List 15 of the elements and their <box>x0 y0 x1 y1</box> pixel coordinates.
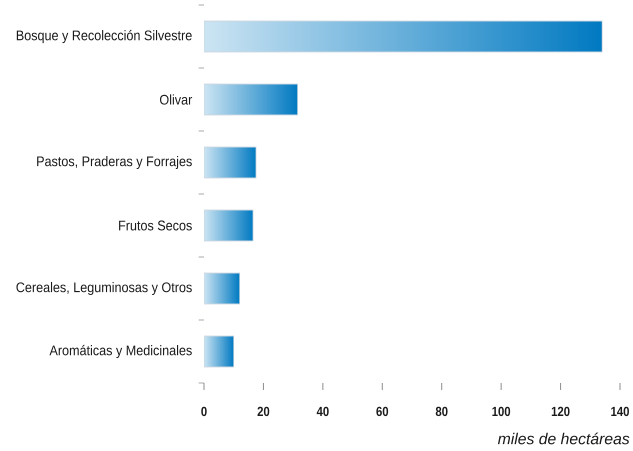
x-tick-label: 80 <box>436 406 448 416</box>
x-tick-label: 140 <box>611 406 629 416</box>
y-tick-label: Cereales, Leguminosas y Otros <box>16 282 192 296</box>
y-tick-label: Bosque y Recolección Silvestre <box>16 30 192 44</box>
x-tick-label: 60 <box>376 406 388 416</box>
x-tick-label: 20 <box>258 406 270 416</box>
x-tick-label: 100 <box>492 406 510 416</box>
y-tick-label: Frutos Secos <box>119 220 192 230</box>
y-tick-label: Pastos, Praderas y Forrajes <box>37 156 192 170</box>
x-tick-label: 40 <box>316 406 329 416</box>
y-tick-label: Olivar <box>160 94 192 105</box>
x-tick-label: 120 <box>552 406 570 416</box>
x-axis-title: miles de hectáreas <box>498 432 630 444</box>
x-tick-label: 0 <box>201 406 207 416</box>
y-tick-label: Aromáticas y Medicinales <box>49 344 192 358</box>
